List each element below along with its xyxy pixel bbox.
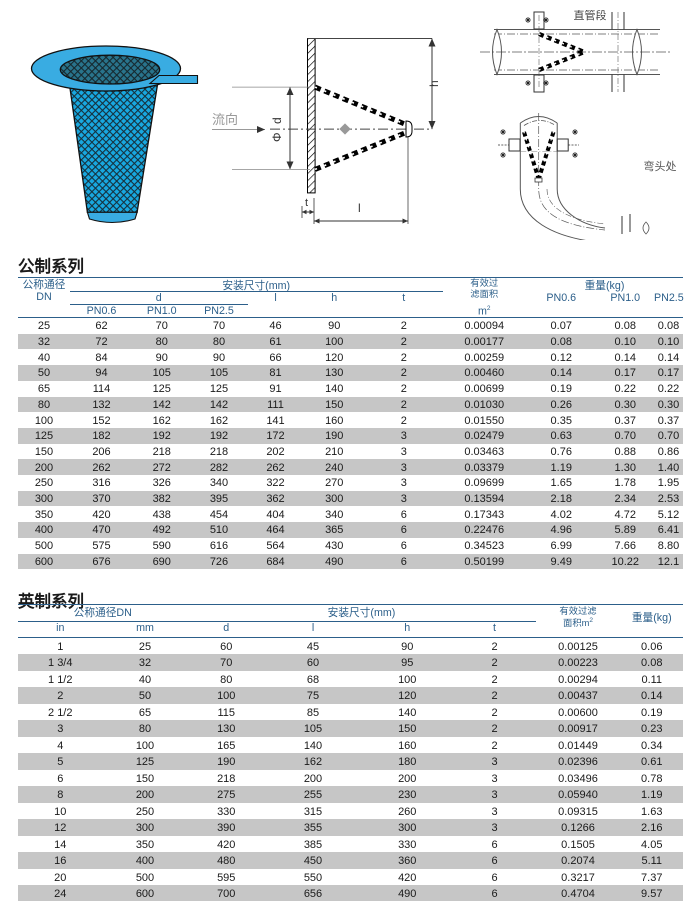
svg-text:直管段: 直管段 <box>574 10 607 22</box>
svg-text:弯头处: 弯头处 <box>644 159 677 173</box>
svg-text:流向: 流向 <box>212 112 238 127</box>
svg-text:Φ: Φ <box>270 132 284 142</box>
svg-text:t: t <box>305 197 308 209</box>
svg-text:d: d <box>270 117 284 124</box>
svg-text:l: l <box>358 201 361 215</box>
svg-text:h: h <box>427 80 441 87</box>
